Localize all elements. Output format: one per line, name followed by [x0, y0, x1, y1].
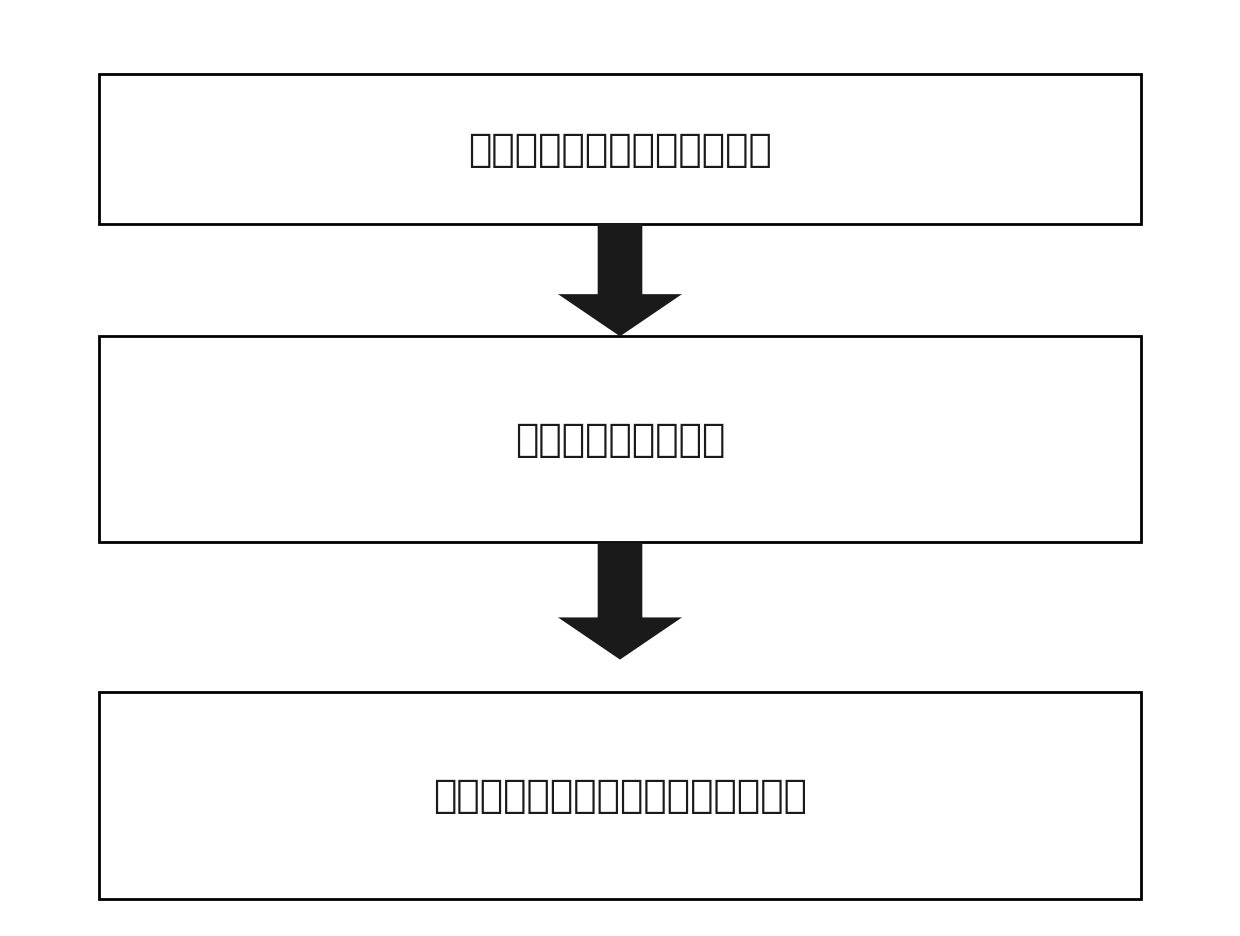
Text: 填充器件表面态陷阱: 填充器件表面态陷阱	[515, 421, 725, 459]
Bar	[99, 337, 1141, 543]
Bar	[99, 75, 1141, 225]
Polygon shape	[558, 543, 682, 660]
Text: 计算表面态陷阱对器件输出特性影响: 计算表面态陷阱对器件输出特性影响	[433, 777, 807, 814]
Polygon shape	[558, 225, 682, 337]
Text: 制作测试器件并连接测试电路: 制作测试器件并连接测试电路	[467, 131, 773, 168]
Bar	[99, 693, 1141, 899]
